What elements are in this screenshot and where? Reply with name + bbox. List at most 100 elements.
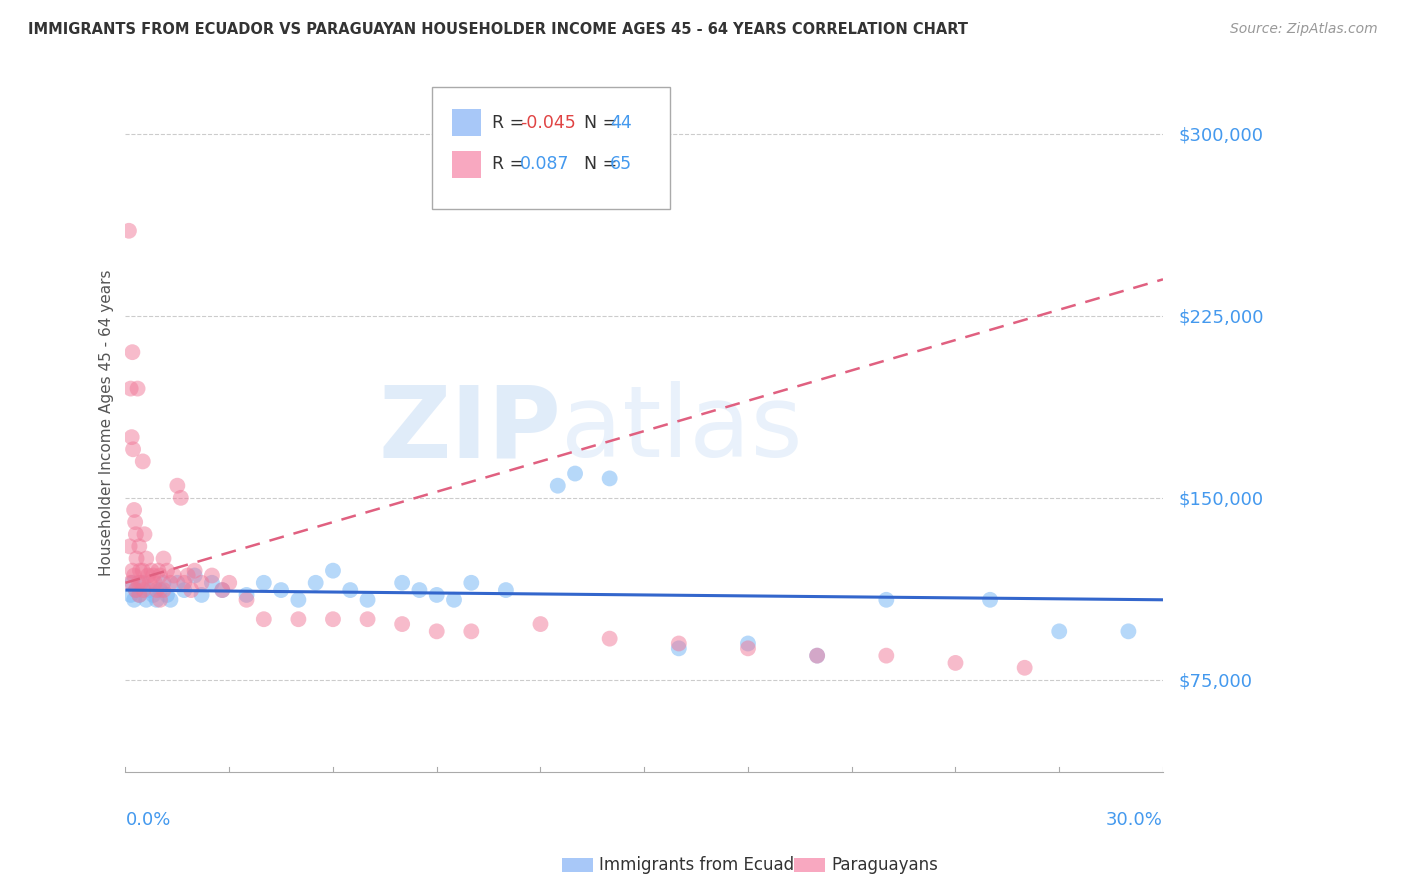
Point: [143, 575, 166, 590]
Point: [129, 575, 152, 590]
Point: [211, 583, 233, 598]
Point: [270, 583, 292, 598]
Text: R =: R =: [492, 113, 530, 132]
Point: [138, 583, 160, 598]
Point: [529, 617, 551, 632]
Point: [121, 564, 143, 578]
Point: [170, 491, 193, 505]
Text: 0.0%: 0.0%: [125, 811, 172, 829]
Point: [235, 588, 257, 602]
Point: [122, 442, 145, 457]
Point: [339, 583, 361, 598]
Point: [599, 632, 621, 646]
Text: -0.045: -0.045: [520, 113, 575, 132]
Point: [408, 583, 430, 598]
Point: [426, 588, 449, 602]
Point: [156, 588, 179, 602]
Point: [120, 382, 142, 396]
Point: [159, 575, 181, 590]
Point: [190, 575, 212, 590]
Point: [121, 345, 143, 359]
Point: [145, 592, 167, 607]
Point: [875, 648, 897, 663]
Point: [152, 575, 174, 590]
Point: [127, 382, 149, 396]
Point: [122, 503, 145, 517]
Point: [152, 583, 174, 598]
Text: atlas: atlas: [561, 381, 803, 478]
Point: [149, 583, 172, 598]
Point: [132, 564, 155, 578]
Point: [149, 568, 172, 582]
Point: [564, 467, 586, 481]
Text: 65: 65: [610, 155, 633, 173]
Point: [305, 575, 328, 590]
Point: [128, 575, 150, 590]
Text: N =: N =: [572, 155, 623, 173]
Point: [668, 641, 690, 656]
Point: [460, 575, 482, 590]
Point: [135, 592, 157, 607]
Point: [132, 575, 155, 590]
Point: [426, 624, 449, 639]
Point: [253, 612, 276, 626]
Point: [177, 568, 200, 582]
FancyBboxPatch shape: [432, 87, 671, 210]
Point: [979, 592, 1001, 607]
Point: [218, 575, 240, 590]
Point: [1014, 661, 1036, 675]
Point: [159, 592, 181, 607]
Point: [190, 588, 212, 602]
Point: [125, 551, 148, 566]
Text: IMMIGRANTS FROM ECUADOR VS PARAGUAYAN HOUSEHOLDER INCOME AGES 45 - 64 YEARS CORR: IMMIGRANTS FROM ECUADOR VS PARAGUAYAN HO…: [28, 22, 969, 37]
Point: [806, 648, 828, 663]
Point: [183, 564, 205, 578]
Point: [166, 575, 188, 590]
Point: [322, 612, 344, 626]
Point: [1118, 624, 1140, 639]
Point: [322, 564, 344, 578]
Point: [211, 583, 233, 598]
Point: [945, 656, 967, 670]
Point: [287, 612, 309, 626]
Point: [356, 612, 378, 626]
Point: [122, 592, 145, 607]
Point: [547, 478, 569, 492]
Text: Source: ZipAtlas.com: Source: ZipAtlas.com: [1230, 22, 1378, 37]
Point: [132, 583, 155, 598]
Point: [166, 478, 188, 492]
Point: [120, 575, 142, 590]
Text: 30.0%: 30.0%: [1107, 811, 1163, 829]
Point: [129, 564, 152, 578]
Point: [128, 540, 150, 554]
Point: [737, 641, 759, 656]
Point: [145, 583, 167, 598]
Point: [1047, 624, 1070, 639]
Point: [806, 648, 828, 663]
Text: 0.087: 0.087: [520, 155, 569, 173]
Point: [253, 575, 276, 590]
Bar: [453, 110, 481, 136]
Point: [142, 568, 165, 582]
Point: [118, 540, 141, 554]
Text: R =: R =: [492, 155, 530, 173]
Point: [149, 592, 172, 607]
Point: [122, 568, 145, 582]
Point: [120, 588, 142, 602]
Point: [138, 575, 160, 590]
Point: [125, 583, 148, 598]
Point: [121, 430, 143, 444]
Point: [152, 551, 174, 566]
Point: [148, 564, 170, 578]
Point: [136, 568, 159, 582]
Point: [495, 583, 517, 598]
Text: N =: N =: [572, 113, 623, 132]
Point: [118, 224, 141, 238]
Point: [460, 624, 482, 639]
Text: Paraguayans: Paraguayans: [831, 856, 938, 874]
Point: [134, 527, 156, 541]
Text: 44: 44: [610, 113, 631, 132]
Point: [201, 575, 224, 590]
Point: [235, 592, 257, 607]
Point: [356, 592, 378, 607]
